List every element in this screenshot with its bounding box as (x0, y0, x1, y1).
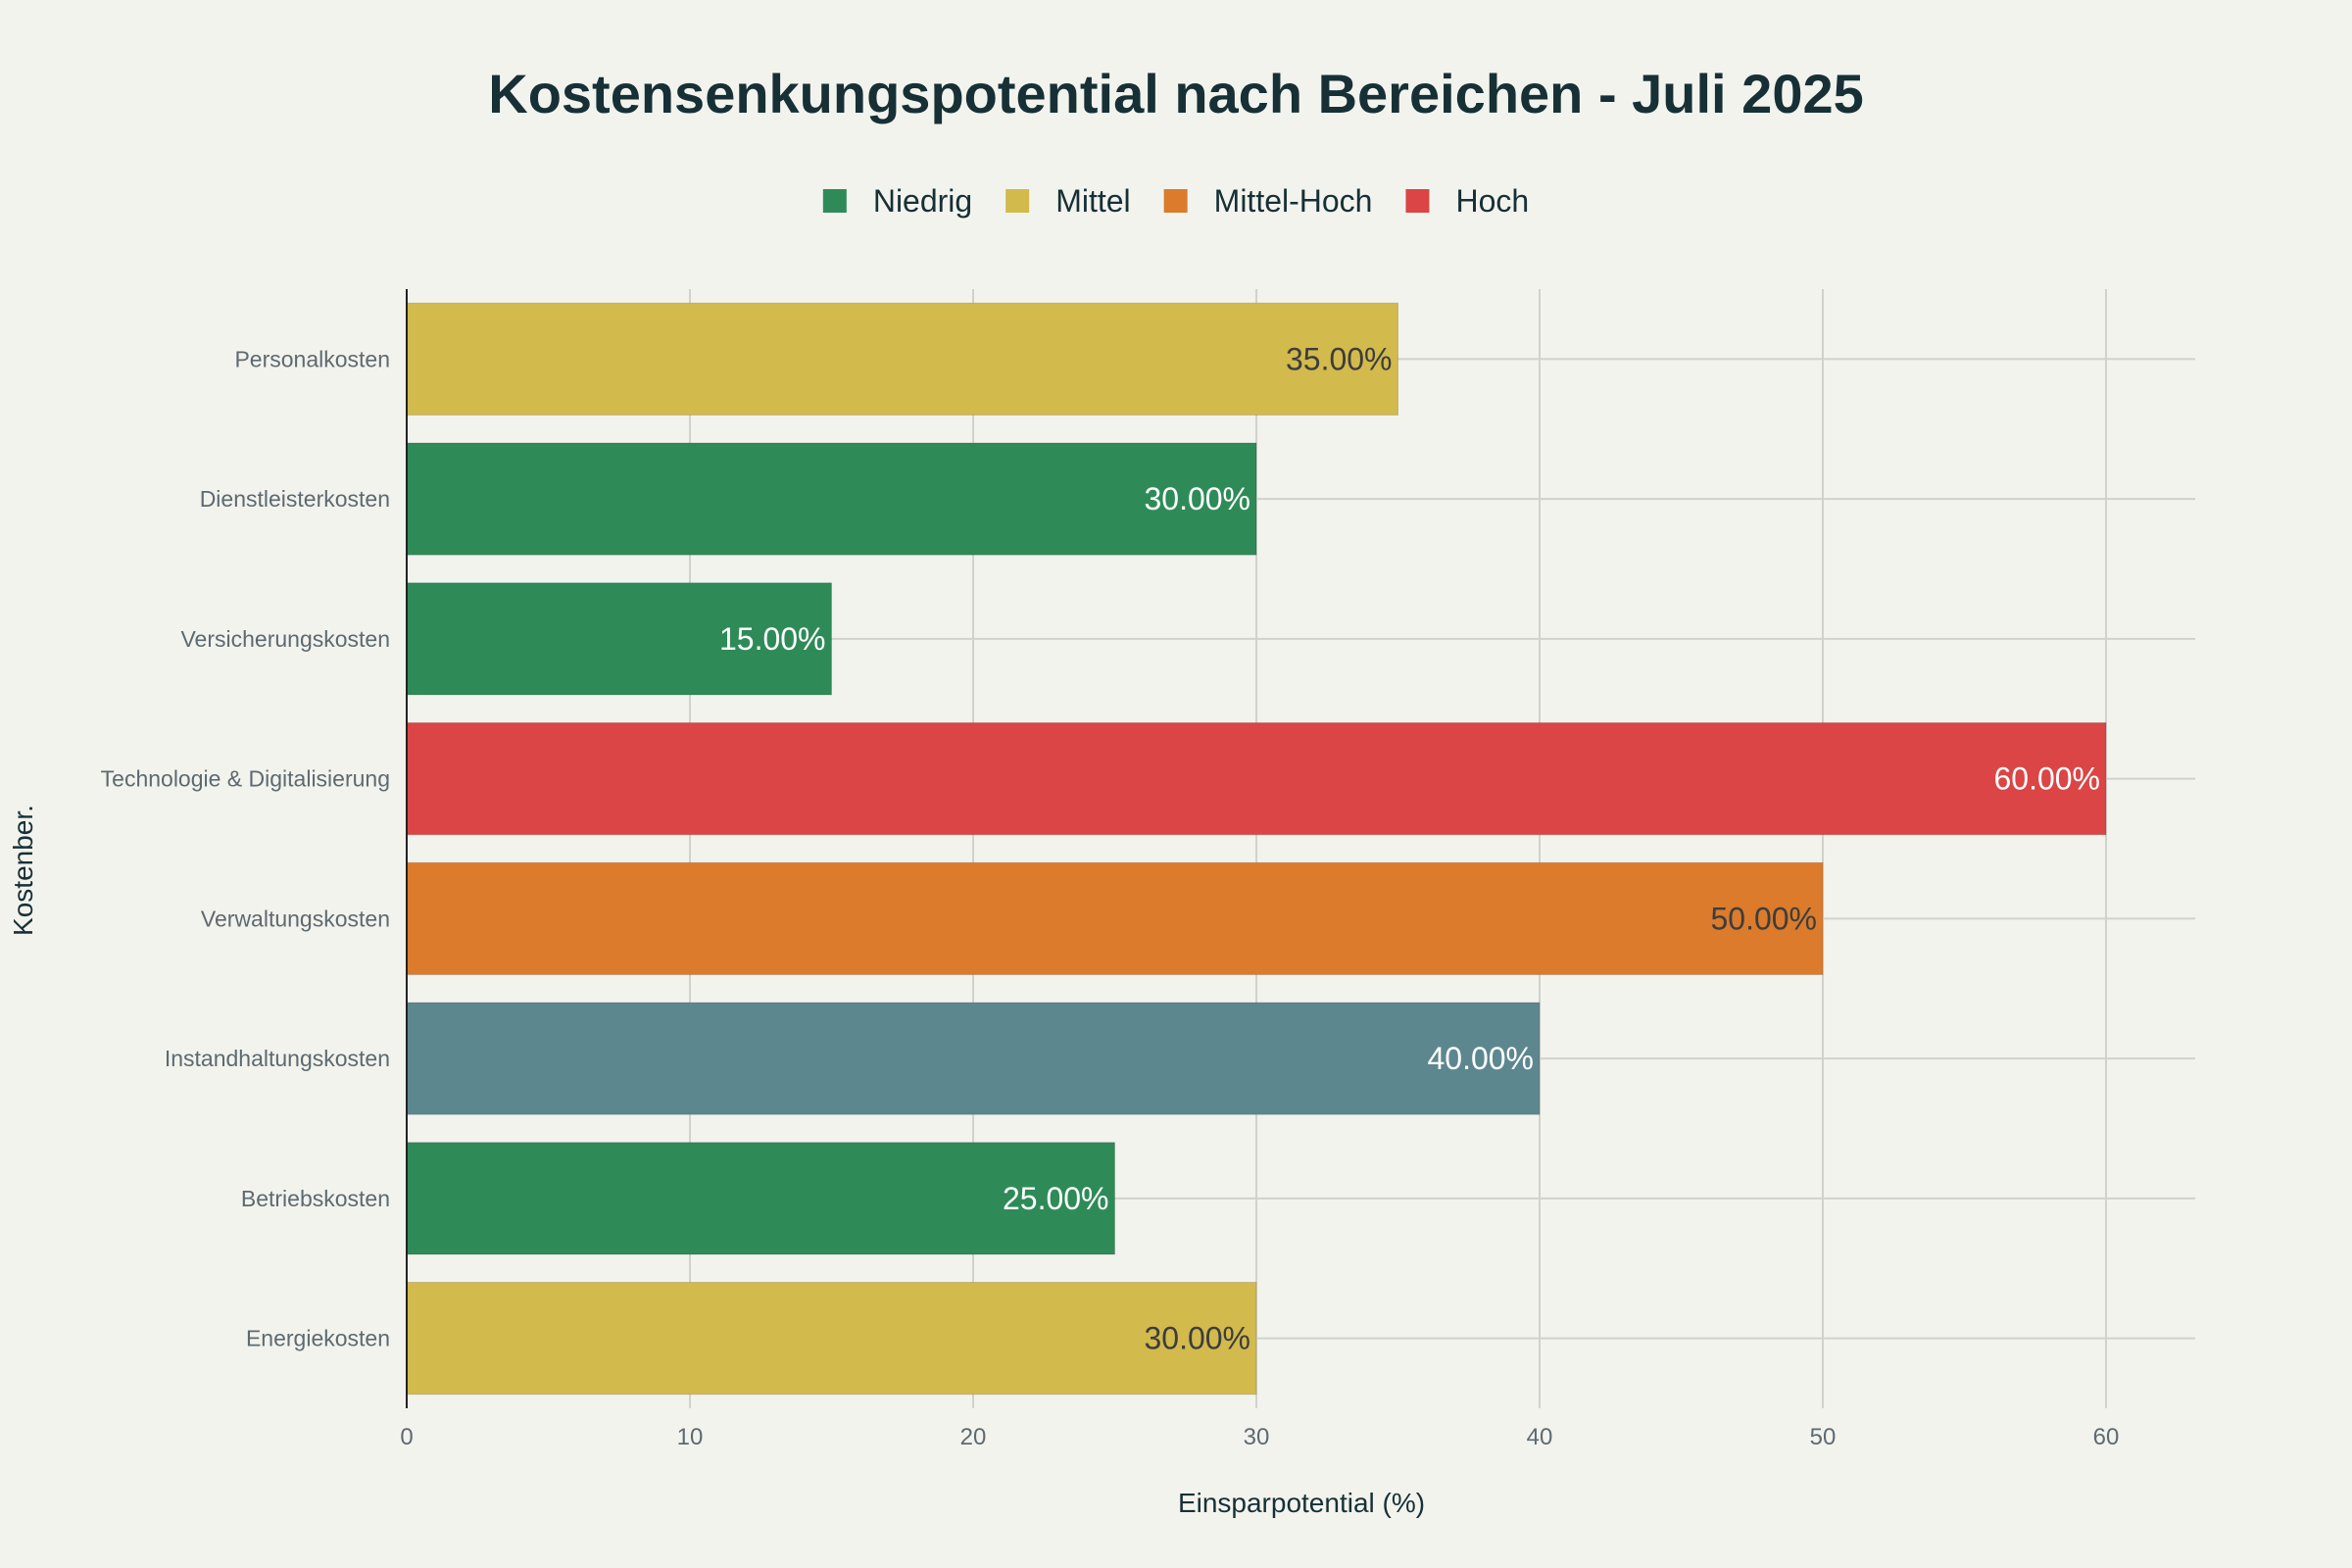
x-tick-label: 20 (960, 1424, 987, 1450)
legend-item[interactable]: Hoch (1405, 183, 1529, 219)
x-tick-label: 50 (1810, 1424, 1837, 1450)
legend-label: Mittel-Hoch (1214, 183, 1373, 219)
bar[interactable] (406, 582, 832, 696)
legend-swatch (1405, 189, 1430, 213)
bar[interactable] (406, 722, 2107, 836)
y-tick-label: Betriebskosten (241, 1186, 390, 1211)
bar[interactable] (406, 442, 1257, 556)
y-tick-label: Dienstleisterkosten (200, 486, 390, 512)
y-axis-label: Kostenber. (8, 805, 38, 936)
x-axis-ticks: 0 10 20 30 40 50 60 (400, 1424, 2119, 1450)
bar-value-label: 15.00% (719, 621, 826, 657)
y-axis-ticks: Personalkosten Dienstleisterkosten Versich… (101, 346, 390, 1350)
y-tick-label: Technologie & Digitalisierung (101, 766, 390, 792)
legend-label: Mittel (1055, 183, 1130, 219)
legend: Niedrig Mittel Mittel-Hoch Hoch (822, 183, 1529, 219)
bar[interactable] (406, 861, 1824, 975)
legend-item[interactable]: Mittel (1005, 183, 1131, 219)
bar[interactable] (406, 1282, 1257, 1396)
chart-title: Kostensenkungspotential nach Bereichen -… (488, 63, 1864, 124)
bar[interactable] (406, 1142, 1115, 1255)
bar-value-label: 35.00% (1286, 341, 1393, 376)
bar-value-label: 30.00% (1144, 481, 1250, 516)
legend-item[interactable]: Niedrig (822, 183, 972, 219)
legend-swatch (1005, 189, 1030, 213)
legend-swatch (1163, 189, 1188, 213)
bar[interactable] (406, 302, 1398, 416)
y-tick-label: Versicherungskosten (180, 626, 390, 652)
bars (406, 302, 2107, 1396)
bar-value-label: 60.00% (1993, 761, 2100, 797)
bar-value-labels: 35.00% 30.00% 15.00% 60.00% 50.00% 40.00% 25.0… (719, 341, 2100, 1355)
bar-value-label: 50.00% (1710, 901, 1817, 936)
x-tick-label: 40 (1527, 1424, 1553, 1450)
x-tick-label: 0 (400, 1424, 413, 1450)
bar-value-label: 40.00% (1427, 1041, 1534, 1076)
x-axis-label: Einsparpotential (%) (1178, 1488, 1425, 1518)
bar-value-label: 25.00% (1003, 1181, 1109, 1216)
legend-item[interactable]: Mittel-Hoch (1163, 183, 1373, 219)
x-tick-label: 10 (677, 1424, 704, 1450)
legend-label: Hoch (1455, 183, 1529, 219)
y-tick-label: Energiekosten (246, 1326, 390, 1351)
legend-swatch (822, 189, 847, 213)
bar[interactable] (406, 1002, 1541, 1115)
y-tick-label: Instandhaltungskosten (165, 1046, 390, 1071)
x-tick-label: 30 (1244, 1424, 1270, 1450)
bar-value-label: 30.00% (1144, 1321, 1250, 1356)
y-tick-label: Verwaltungskosten (201, 906, 390, 931)
legend-label: Niedrig (873, 183, 972, 219)
y-tick-label: Personalkosten (234, 346, 390, 371)
x-tick-label: 60 (2093, 1424, 2120, 1450)
